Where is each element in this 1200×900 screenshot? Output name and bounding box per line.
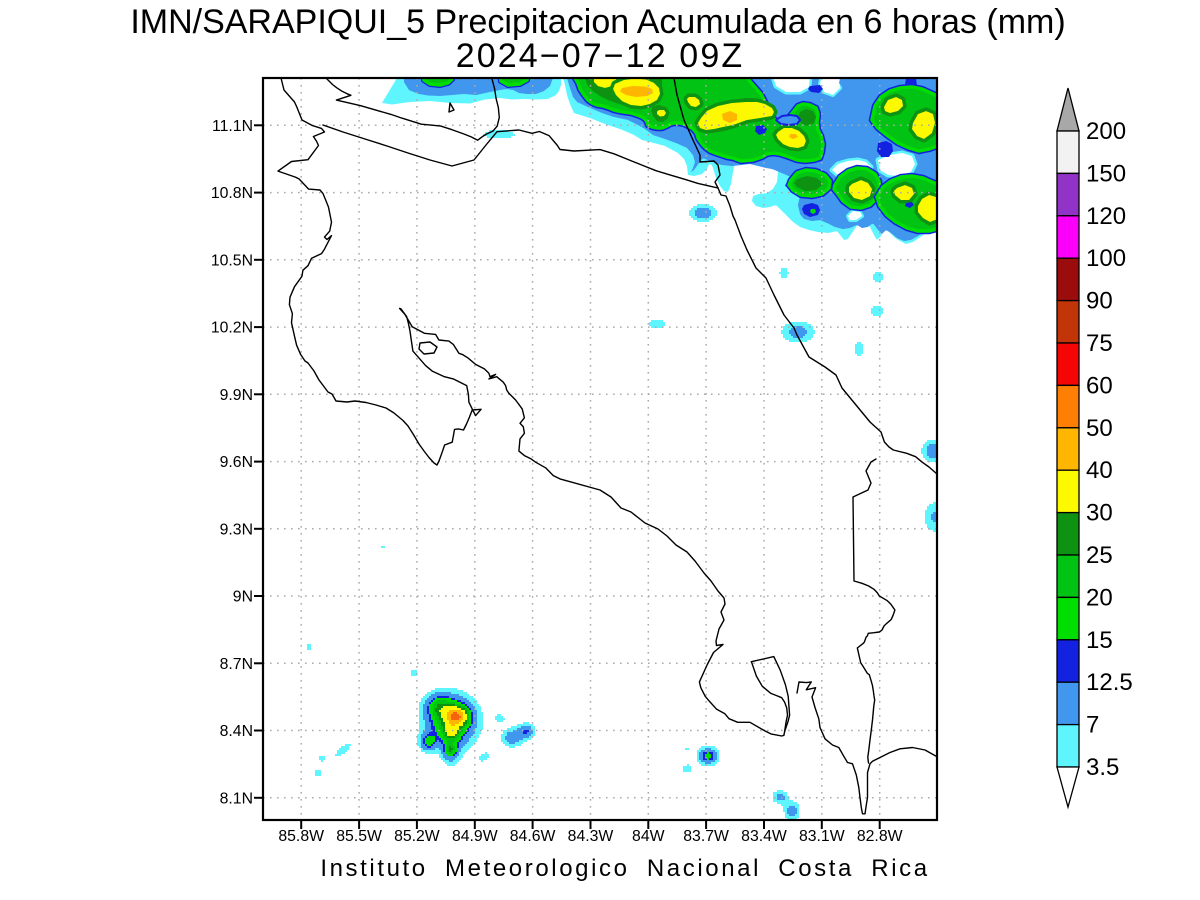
svg-text:84.9W: 84.9W [452,828,498,845]
svg-text:83.1W: 83.1W [799,828,845,845]
svg-text:150: 150 [1086,160,1126,187]
svg-text:3.5: 3.5 [1086,754,1119,781]
svg-text:8.4N: 8.4N [220,723,253,740]
svg-text:20: 20 [1086,584,1113,611]
svg-text:85.2W: 85.2W [394,828,440,845]
svg-text:IMN/SARAPIQUI_5 Precipitacion: IMN/SARAPIQUI_5 Precipitacion Acumulada … [130,3,1065,41]
svg-text:50: 50 [1086,415,1113,442]
svg-text:9.3N: 9.3N [220,521,253,538]
svg-text:12.5: 12.5 [1086,669,1133,696]
svg-text:9N: 9N [233,589,253,606]
svg-text:11.1N: 11.1N [212,118,253,135]
svg-text:Instituto Meteorologico Nacion: Instituto Meteorologico Nacional Costa R… [320,855,929,882]
svg-text:85.8W: 85.8W [278,828,324,845]
svg-text:30: 30 [1086,500,1113,527]
svg-text:10.2N: 10.2N [211,320,253,337]
svg-text:82.8W: 82.8W [857,828,903,845]
svg-text:75: 75 [1086,330,1113,357]
svg-text:84.6W: 84.6W [510,828,556,845]
svg-text:83.4W: 83.4W [741,828,787,845]
svg-text:25: 25 [1086,542,1113,569]
svg-text:8.1N: 8.1N [220,790,253,807]
svg-text:2024−07−12 09Z: 2024−07−12 09Z [456,37,744,75]
svg-text:8.7N: 8.7N [220,656,253,673]
svg-text:9.9N: 9.9N [220,387,253,404]
svg-text:10.8N: 10.8N [211,185,253,202]
svg-text:200: 200 [1086,118,1126,145]
svg-text:9.6N: 9.6N [220,454,253,471]
svg-text:83.7W: 83.7W [683,828,729,845]
svg-text:15: 15 [1086,627,1113,654]
svg-text:84.3W: 84.3W [568,828,614,845]
svg-text:85.5W: 85.5W [336,828,382,845]
svg-text:120: 120 [1086,203,1126,230]
svg-text:60: 60 [1086,372,1113,399]
svg-text:84W: 84W [632,828,665,845]
svg-text:40: 40 [1086,457,1113,484]
svg-text:100: 100 [1086,245,1126,272]
svg-text:10.5N: 10.5N [211,252,253,269]
svg-text:90: 90 [1086,288,1113,315]
svg-text:7: 7 [1086,712,1099,739]
